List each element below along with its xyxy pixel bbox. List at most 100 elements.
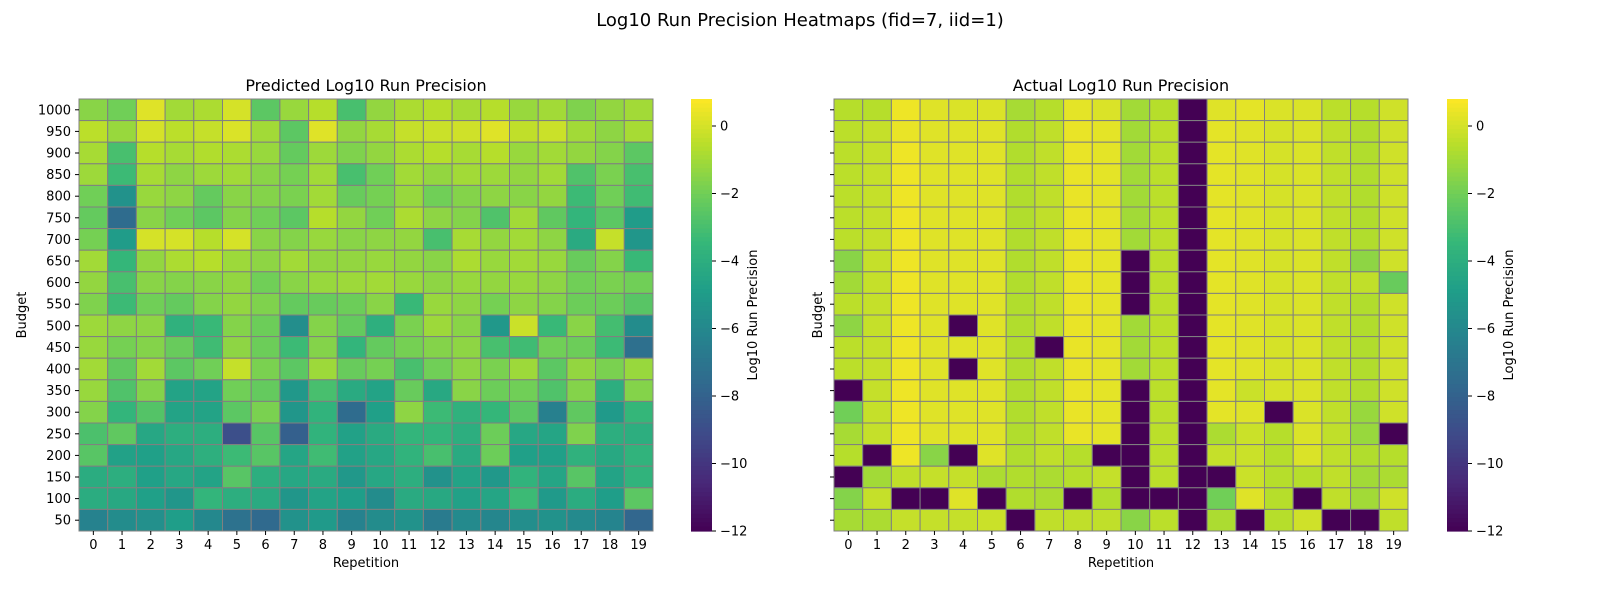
heatmap-cell — [250, 120, 281, 143]
heatmap-cell — [279, 271, 310, 294]
colorbar-tick-label: −12 — [720, 525, 747, 540]
x-tick-label: 12 — [1184, 538, 1201, 553]
colorbar-tick-label: −2 — [720, 187, 739, 202]
heatmap-cell — [193, 249, 224, 273]
heatmap-cell — [1292, 163, 1323, 186]
colorbar-segment — [1447, 466, 1468, 472]
heatmap-cell — [1005, 314, 1036, 338]
colorbar-segment — [1447, 219, 1468, 225]
x-tick-label: 3 — [930, 538, 938, 553]
heatmap-cell — [977, 314, 1007, 338]
heatmap-cell — [1034, 314, 1065, 338]
heatmap-cell — [1350, 98, 1380, 122]
heatmap-cell — [537, 271, 568, 294]
colorbar-segment — [691, 124, 712, 130]
y-tick-label: 1000 — [38, 103, 71, 118]
heatmap-cell — [595, 98, 625, 122]
figure-title: Log10 Run Precision Heatmaps (fid=7, iid… — [596, 10, 1004, 31]
heatmap-cell — [833, 249, 864, 273]
colorbar-segment — [1447, 116, 1468, 122]
colorbar-segment — [691, 254, 712, 260]
heatmap-cell — [308, 141, 338, 165]
colorbar-segment — [691, 505, 712, 510]
colorbar-segment — [1447, 427, 1468, 433]
heatmap-cell — [135, 357, 166, 381]
colorbar-segment — [1447, 146, 1468, 152]
heatmap-cell — [107, 120, 137, 143]
heatmap-cell — [1264, 465, 1294, 489]
heatmap-cell — [250, 271, 281, 294]
y-tick-label: 200 — [46, 449, 71, 464]
heatmap-cell — [1177, 444, 1208, 467]
colorbar-segment — [1447, 215, 1468, 221]
colorbar-segment — [1447, 107, 1468, 113]
x-tick-label: 15 — [1271, 538, 1288, 553]
heatmap-cell — [480, 120, 510, 143]
heatmap-cell — [1321, 271, 1352, 294]
x-tick-label: 6 — [261, 538, 269, 553]
heatmap-cell — [1005, 444, 1036, 467]
heatmap-cell — [164, 487, 195, 510]
y-tick-label: 500 — [46, 319, 71, 334]
heatmap-cell — [336, 120, 367, 143]
heatmap-cell — [919, 379, 950, 402]
heatmap-cell — [451, 508, 482, 532]
heatmap-cell — [336, 163, 367, 186]
heatmap-cell — [1350, 400, 1380, 424]
colorbar-segment — [1447, 483, 1468, 489]
heatmap-cell — [279, 465, 310, 489]
colorbar-segment — [1447, 198, 1468, 204]
colorbar-segment — [1447, 137, 1468, 143]
heatmap-cell — [623, 422, 654, 446]
heatmap-cell — [1120, 444, 1151, 467]
heatmap-cell — [279, 379, 310, 402]
heatmap-cell — [1149, 400, 1179, 424]
colorbar-segment — [691, 319, 712, 325]
heatmap-cell — [537, 444, 568, 467]
x-tick-label: 17 — [573, 538, 590, 553]
heatmap-cell — [480, 249, 510, 273]
heatmap-cell — [135, 314, 166, 338]
heatmap-cell — [566, 379, 597, 402]
heatmap-cell — [308, 120, 338, 143]
heatmap-cell — [222, 357, 252, 381]
heatmap-cell — [250, 400, 281, 424]
heatmap-cell — [336, 465, 367, 489]
heatmap-cell — [1292, 314, 1323, 338]
colorbar-segment — [1447, 448, 1468, 454]
heatmap-cell — [919, 508, 950, 532]
heatmap-cell — [1321, 206, 1352, 230]
heatmap-cell — [1321, 141, 1352, 165]
colorbar-segment — [691, 207, 712, 212]
colorbar-segment — [691, 336, 712, 342]
heatmap-cell — [164, 379, 195, 402]
heatmap-cell — [193, 292, 224, 316]
heatmap-cell — [250, 314, 281, 338]
heatmap-cell — [1264, 400, 1294, 424]
heatmap-cell — [222, 400, 252, 424]
heatmap-cell — [595, 357, 625, 381]
colorbar-segment — [1447, 263, 1468, 269]
heatmap-cell — [222, 271, 252, 294]
heatmap-cell — [422, 249, 453, 273]
heatmap-cell — [977, 228, 1007, 251]
heatmap-cell — [308, 292, 338, 316]
heatmap-cell — [1264, 292, 1294, 316]
colorbar-segment — [1447, 513, 1468, 519]
heatmap-cell — [566, 120, 597, 143]
heatmap-cell — [193, 357, 224, 381]
heatmap-cell — [480, 292, 510, 316]
heatmap-cell — [222, 508, 252, 532]
heatmap-cell — [977, 163, 1007, 186]
heatmap-cell — [1063, 357, 1093, 381]
heatmap-cell — [1034, 444, 1065, 467]
heatmap-cell — [422, 120, 453, 143]
heatmap-cell — [1091, 120, 1122, 143]
colorbar-segment — [1447, 496, 1468, 502]
heatmap-cell — [890, 228, 921, 251]
heatmap-cell — [279, 98, 310, 122]
heatmap-cell — [509, 228, 539, 251]
heatmap-cell — [1034, 206, 1065, 230]
heatmap-cell — [164, 508, 195, 532]
heatmap-cell — [1063, 508, 1093, 532]
